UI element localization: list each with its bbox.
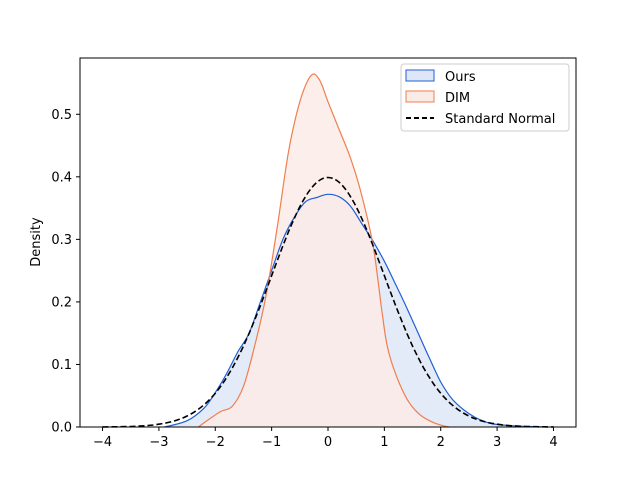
- x-tick-label: 4: [549, 435, 557, 450]
- legend-label-standard-normal: Standard Normal: [445, 112, 555, 127]
- series-fill-dim: [198, 74, 450, 428]
- x-tick-label: −2: [206, 435, 225, 450]
- series-fills: [164, 74, 548, 428]
- x-axis: −4 −3 −2 −1 0 1 2 3 4: [93, 427, 558, 450]
- y-tick-label: 0.1: [51, 358, 72, 373]
- y-tick-label: 0.2: [51, 295, 72, 310]
- y-axis: 0.0 0.1 0.2 0.3 0.4 0.5: [51, 108, 80, 436]
- series-lines: [102, 73, 554, 428]
- legend-label-dim: DIM: [445, 91, 470, 106]
- y-tick-label: 0.3: [51, 233, 72, 248]
- y-tick-label: 0.5: [51, 108, 72, 123]
- y-tick-label: 0.4: [51, 170, 72, 185]
- x-tick-label: −4: [93, 435, 112, 450]
- y-tick-label: 0.0: [51, 421, 72, 436]
- y-axis-label: Density: [29, 217, 44, 267]
- x-tick-label: −3: [149, 435, 168, 450]
- x-tick-label: 1: [380, 435, 388, 450]
- legend: Ours DIM Standard Normal: [400, 63, 570, 132]
- series-line-ours: [164, 193, 548, 428]
- x-tick-label: 0: [324, 435, 332, 450]
- series-line-standard-normal: [102, 176, 554, 428]
- legend-swatch-ours: [405, 69, 435, 82]
- legend-label-ours: Ours: [445, 70, 476, 85]
- x-tick-label: 2: [437, 435, 445, 450]
- x-tick-label: 3: [493, 435, 501, 450]
- x-tick-label: −1: [262, 435, 281, 450]
- series-line-dim: [198, 73, 450, 428]
- legend-frame: [400, 63, 570, 132]
- legend-swatch-dim: [405, 90, 435, 103]
